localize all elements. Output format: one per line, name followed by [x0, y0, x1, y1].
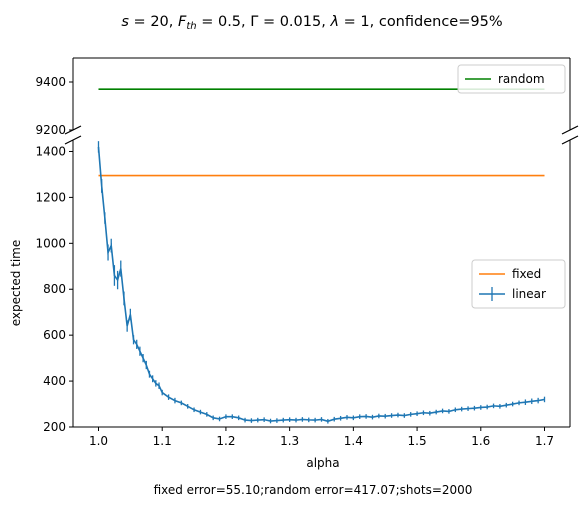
- axis-break-mark: [64, 125, 82, 135]
- x-tick-label: 1.6: [471, 434, 490, 448]
- legend-label: fixed: [512, 267, 541, 281]
- bottom-panel: 200 400 600 800 1000 1200 1400 1.0 1.1 1.2 1.3 1.4 1…: [35, 140, 571, 448]
- y-tick-label: 600: [43, 328, 66, 342]
- x-tick-label: 1.4: [344, 434, 363, 448]
- y-tick-label: 9400: [35, 75, 66, 89]
- y-axis-label: expected time: [9, 240, 23, 327]
- legend-box: [471, 259, 566, 309]
- legend-label: linear: [512, 287, 546, 301]
- y-tick-label: 9200: [35, 123, 66, 137]
- y-tick-label: 400: [43, 374, 66, 388]
- y-tick-label: 1400: [35, 144, 66, 158]
- y-tick-label: 1200: [35, 190, 66, 204]
- y-tick-label: 200: [43, 420, 66, 434]
- x-tick-label: 1.5: [408, 434, 427, 448]
- x-tick-label: 1.0: [89, 434, 108, 448]
- x-tick-label: 1.3: [280, 434, 299, 448]
- y-tick-label: 1000: [35, 236, 66, 250]
- top-panel: 9200 9400 random: [35, 57, 571, 137]
- chart-title: s = 20, Fth = 0.5, Γ = 0.015, λ = 1, con…: [121, 14, 502, 32]
- legend-label: random: [498, 72, 545, 86]
- legend-box: [457, 64, 566, 94]
- x-axis-label: alpha: [306, 456, 339, 470]
- series-line-linear: [97, 146, 545, 423]
- axis-break-marks: [64, 125, 579, 145]
- x-tick-label: 1.2: [216, 434, 235, 448]
- x-tick-label: 1.1: [153, 434, 172, 448]
- chart-title-text: s = 20, Fth = 0.5, Γ = 0.015, λ = 1, con…: [121, 14, 502, 32]
- x-tick-label: 1.7: [535, 434, 554, 448]
- axis-break-mark: [561, 125, 579, 135]
- footer-stats-text: fixed error=55.10;random error=417.07;sh…: [154, 483, 473, 497]
- axis-break-mark: [64, 135, 82, 145]
- axis-break-mark: [561, 135, 579, 145]
- y-tick-label: 800: [43, 282, 66, 296]
